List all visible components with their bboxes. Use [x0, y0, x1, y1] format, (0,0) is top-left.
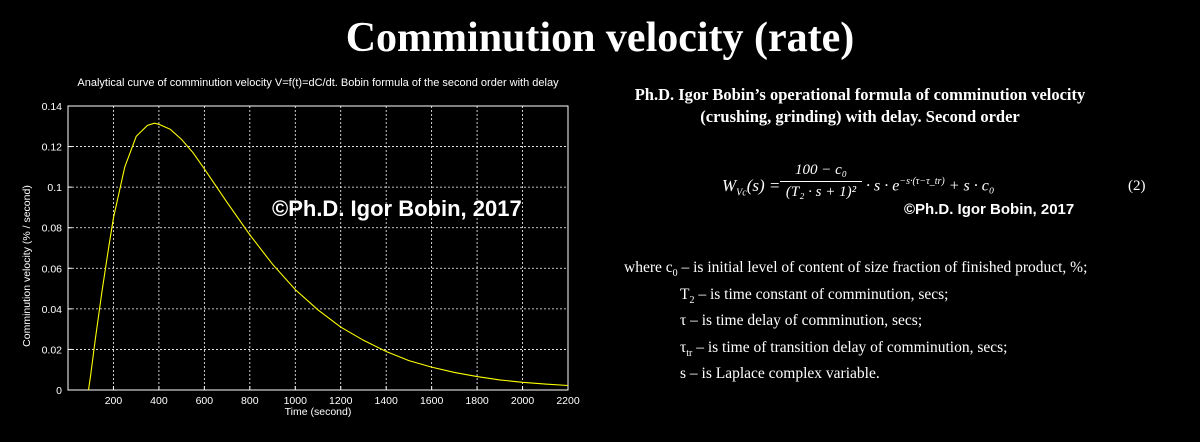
x-tick-label: 400	[150, 395, 168, 407]
definition-tau-tr: τtr – is time of transition delay of com…	[680, 338, 1008, 359]
x-tick-label: 1800	[465, 395, 489, 407]
y-axis-label: Comminution velocity (% / second)	[21, 185, 33, 347]
plot-frame	[67, 105, 569, 391]
formula: WVc(s) = 100 − c₀ (T₂ · s + 1)² · s · e−…	[700, 162, 1120, 222]
definition-t2: T2 – is time constant of comminution, se…	[680, 285, 949, 306]
definition-s: s – is Laplace complex variable.	[680, 365, 880, 383]
x-tick-label: 1200	[329, 395, 353, 407]
x-tick-label: 1000	[284, 395, 308, 407]
definition-tau: τ – is time delay of comminution, secs;	[680, 312, 923, 330]
y-tick-label: 0	[56, 385, 62, 397]
formula-heading: Ph.D. Igor Bobin’s operational formula o…	[580, 84, 1140, 128]
x-tick-label: 2200	[556, 395, 580, 407]
formula-fraction: 100 − c₀ (T₂ · s + 1)²	[780, 162, 862, 201]
definition-c0: where c0 – is initial level of content o…	[624, 259, 1088, 280]
x-tick-label: 2000	[511, 395, 535, 407]
x-tick-label: 200	[105, 395, 123, 407]
heading-line-2: (crushing, grinding) with delay. Second …	[700, 107, 1020, 126]
formula-lhs: WVc(s) =	[722, 176, 781, 199]
chart-watermark: ©Ph.D. Igor Bobin, 2017	[272, 196, 522, 221]
y-tick-label: 0.02	[42, 344, 63, 356]
y-tick-label: 0.06	[42, 263, 63, 275]
y-tick-label: 0.12	[42, 142, 63, 154]
x-tick-label: 800	[241, 395, 259, 407]
y-tick-label: 0.08	[42, 223, 63, 235]
x-tick-label: 600	[196, 395, 214, 407]
formula-watermark: ©Ph.D. Igor Bobin, 2017	[904, 201, 1075, 218]
formula-tail: · s · e−s·(τ−τ_tr) + s · c₀	[866, 176, 995, 195]
equation-number: (2)	[1128, 178, 1146, 194]
y-tick-label: 0.14	[42, 101, 63, 113]
x-axis-label: Time (second)	[285, 406, 352, 418]
heading-line-1: Ph.D. Igor Bobin’s operational formula o…	[634, 85, 1086, 104]
y-tick-label: 0.04	[42, 304, 63, 316]
definitions-list: where c0 – is initial level of content o…	[624, 258, 1194, 391]
chart-title: Analytical curve of comminution velocity…	[77, 77, 559, 89]
page-title: Comminution velocity (rate)	[345, 15, 855, 61]
y-tick-label: 0.1	[47, 182, 62, 194]
formula-denominator: (T₂ · s + 1)²	[785, 184, 857, 200]
velocity-chart: Analytical curve of comminution velocity…	[21, 77, 580, 418]
velocity-curve	[87, 122, 569, 391]
formula-numerator: 100 − c₀	[780, 162, 862, 182]
x-tick-label: 1400	[375, 395, 399, 407]
x-tick-label: 1600	[420, 395, 444, 407]
